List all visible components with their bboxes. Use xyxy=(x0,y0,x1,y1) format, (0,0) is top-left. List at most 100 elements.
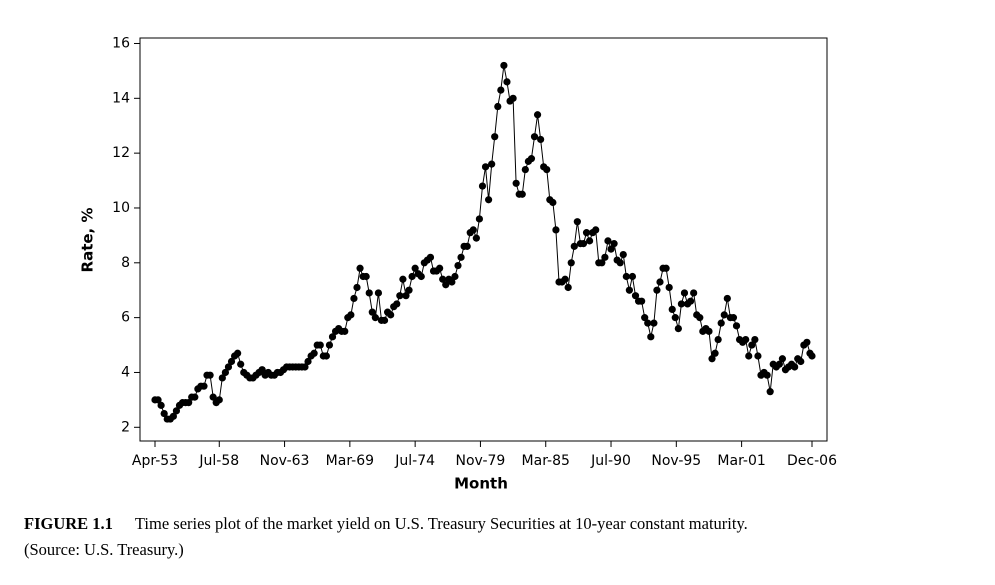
data-point xyxy=(356,264,364,272)
y-axis-label: Rate, % xyxy=(79,208,97,273)
data-point xyxy=(592,226,600,234)
data-point xyxy=(399,275,407,283)
data-point xyxy=(696,314,704,322)
data-point xyxy=(791,363,799,371)
data-point xyxy=(215,396,223,404)
data-point xyxy=(396,292,404,300)
data-point xyxy=(218,374,226,382)
y-tick-label: 8 xyxy=(121,255,130,271)
data-point xyxy=(754,352,762,360)
data-point xyxy=(625,286,633,294)
data-point xyxy=(530,133,539,141)
x-tick-label: Nov-79 xyxy=(456,453,506,469)
y-tick-label: 6 xyxy=(121,310,130,326)
data-point xyxy=(485,196,493,204)
data-point xyxy=(160,409,168,418)
series-line xyxy=(155,65,813,420)
data-point xyxy=(677,300,686,308)
x-tick-label: Jul-58 xyxy=(198,453,239,469)
data-point xyxy=(350,294,358,303)
data-point xyxy=(607,245,615,253)
data-point xyxy=(362,272,370,281)
data-point xyxy=(469,226,477,234)
data-point xyxy=(417,272,425,281)
data-point xyxy=(720,311,728,319)
data-point xyxy=(638,297,646,305)
x-tick-label: Apr-53 xyxy=(132,453,178,469)
data-point xyxy=(573,218,581,226)
data-point xyxy=(154,396,162,404)
x-tick-label: Nov-95 xyxy=(651,453,701,469)
data-point xyxy=(662,264,670,272)
data-point xyxy=(316,341,324,349)
y-tick-label: 12 xyxy=(112,145,130,161)
data-point xyxy=(457,253,465,261)
data-point xyxy=(491,133,499,141)
data-point xyxy=(751,335,759,344)
data-point xyxy=(671,314,679,322)
data-point xyxy=(803,338,811,346)
data-point xyxy=(368,308,376,316)
data-point xyxy=(766,388,774,396)
x-tick-label: Jul-90 xyxy=(590,453,631,469)
data-point xyxy=(488,160,496,168)
data-point xyxy=(582,229,591,237)
data-point xyxy=(221,368,229,377)
data-point xyxy=(775,360,783,368)
caption-source: (Source: U.S. Treasury.) xyxy=(24,540,184,559)
data-point xyxy=(690,289,698,297)
data-point xyxy=(585,237,594,245)
data-point xyxy=(341,327,349,335)
data-point xyxy=(518,190,526,198)
data-point xyxy=(579,240,588,248)
data-point xyxy=(185,399,193,407)
data-point xyxy=(481,163,490,171)
data-point xyxy=(644,319,652,327)
data-point xyxy=(234,349,242,357)
data-point xyxy=(478,182,487,190)
data-point xyxy=(442,281,450,289)
data-point xyxy=(567,259,575,267)
data-point xyxy=(656,278,664,286)
data-point xyxy=(509,94,517,102)
data-point xyxy=(549,198,557,207)
data-point xyxy=(711,349,719,357)
data-point xyxy=(601,253,609,261)
data-point xyxy=(426,253,435,261)
data-point xyxy=(717,319,725,327)
data-point xyxy=(748,341,756,349)
data-point xyxy=(497,86,505,94)
data-point xyxy=(448,278,456,286)
x-tick-label: Mar-69 xyxy=(326,453,374,469)
data-point xyxy=(328,333,337,341)
data-point xyxy=(610,240,618,248)
data-point xyxy=(301,363,309,371)
data-point xyxy=(628,272,637,281)
data-point xyxy=(475,215,484,223)
data-point xyxy=(729,314,738,322)
data-point xyxy=(380,316,389,324)
data-point xyxy=(647,333,655,341)
data-point xyxy=(619,250,627,259)
caption-text: Time series plot of the market yield on … xyxy=(134,514,748,533)
data-point xyxy=(227,357,236,366)
data-point xyxy=(393,300,401,308)
data-point xyxy=(564,283,572,292)
data-point xyxy=(650,319,658,327)
data-point xyxy=(365,289,373,297)
data-point xyxy=(322,352,330,360)
x-tick-label: Nov-63 xyxy=(260,453,310,469)
y-tick-label: 2 xyxy=(121,419,130,435)
data-point xyxy=(732,322,741,330)
data-point xyxy=(512,179,520,187)
data-point xyxy=(451,272,459,281)
data-point xyxy=(631,292,640,300)
chart: Rate, % Month 2 4 6 8 10 12 14 16 Apr-53 Jul-58 No… xyxy=(79,35,838,492)
x-tick-label: Jul-74 xyxy=(394,453,435,469)
data-point xyxy=(708,355,716,363)
data-point xyxy=(157,401,165,409)
data-point xyxy=(674,324,682,333)
data-point xyxy=(503,78,511,86)
data-point xyxy=(371,314,379,322)
x-tick-label: Mar-01 xyxy=(717,453,765,469)
